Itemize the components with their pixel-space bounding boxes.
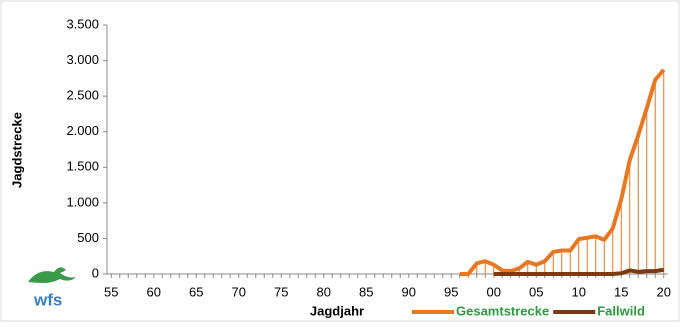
logo-hare <box>28 267 76 283</box>
x-tick-label: 15 <box>614 284 628 299</box>
x-tick-label: 00 <box>487 284 501 299</box>
x-tick-label: 70 <box>232 284 246 299</box>
y-tick-label: 0 <box>92 265 99 280</box>
y-tick-label: 500 <box>77 230 99 245</box>
y-axis-title: Jagdstrecke <box>9 112 24 188</box>
x-tick-label: 80 <box>317 284 331 299</box>
series-line <box>459 68 666 276</box>
x-tick-label: 05 <box>529 284 543 299</box>
x-tick-label: 95 <box>444 284 458 299</box>
x-tick-label: 60 <box>147 284 161 299</box>
x-tick-label: 85 <box>359 284 373 299</box>
y-tick-label: 2.500 <box>66 88 99 103</box>
x-tick-label: 75 <box>274 284 288 299</box>
series-line <box>493 267 665 276</box>
x-tick-label: 55 <box>104 284 118 299</box>
y-tick-label: 1.500 <box>66 159 99 174</box>
x-tick-label: 90 <box>402 284 416 299</box>
x-axis-title: Jagdjahr <box>310 303 364 318</box>
logo: wfs <box>28 267 76 309</box>
x-tick-label: 10 <box>572 284 586 299</box>
y-tick-label: 3.500 <box>66 16 99 31</box>
y-tick-label: 2.000 <box>66 123 99 138</box>
y-tick-label: 1.000 <box>66 194 99 209</box>
y-tick-label: 3.000 <box>66 52 99 67</box>
legend-label: Fallwild <box>597 303 645 318</box>
x-tick-label: 65 <box>189 284 203 299</box>
x-tick-label: 20 <box>657 284 671 299</box>
logo-text: wfs <box>33 290 62 309</box>
legend-label: Gesamtstrecke <box>456 303 549 318</box>
